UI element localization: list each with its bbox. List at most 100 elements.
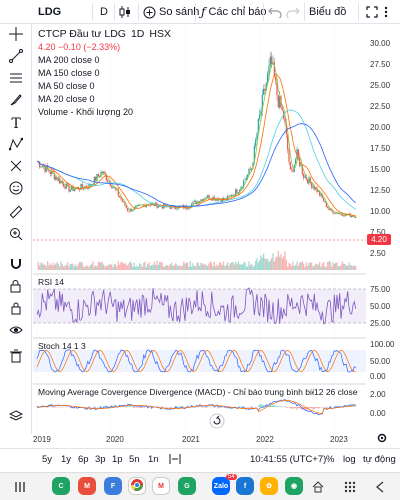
price-tick: 15.00 [370, 165, 391, 174]
ma-150-legend[interactable]: MA 150 close 0 [38, 68, 100, 78]
settings-button[interactable] [351, 425, 365, 434]
macd-histogram-bar [99, 406, 101, 407]
mo-app[interactable]: M [78, 477, 96, 495]
volume-bar [175, 263, 177, 270]
stoch-title[interactable]: Stoch 14 1 3 [38, 341, 86, 351]
volume-bar [311, 262, 313, 270]
candle-body [264, 88, 266, 91]
volume-bar [53, 264, 55, 270]
facebook-app[interactable]: f [236, 477, 254, 495]
log-toggle[interactable]: log [343, 454, 356, 465]
lock-tool[interactable] [6, 278, 26, 298]
range-6p[interactable]: 6p [78, 454, 89, 465]
home-button[interactable] [312, 480, 324, 498]
macd-histogram-bar [353, 406, 355, 407]
time-tick: 2023 [330, 435, 348, 444]
mo-app-icon: M [84, 482, 90, 490]
candle-body [305, 176, 307, 180]
range-3p[interactable]: 3p [95, 454, 106, 465]
candle-type-button[interactable] [118, 0, 132, 24]
macd-tick: 0.00 [370, 409, 386, 418]
layers-tool[interactable] [6, 408, 26, 428]
photos-app[interactable]: ✿ [260, 477, 278, 495]
macd-title[interactable]: Moving Average Covergence Divergence (MA… [38, 387, 314, 397]
ruler-tool[interactable] [6, 204, 26, 224]
auto-toggle[interactable]: tự động [363, 454, 396, 465]
price-tick: 7.50 [370, 228, 386, 237]
zoom-in-tool[interactable] [6, 226, 26, 246]
hide-drawings-tool[interactable] [6, 322, 26, 342]
chart-type-menu[interactable]: Biểu đồ [309, 0, 346, 24]
candle-body [187, 208, 189, 210]
prediction-tool[interactable] [6, 158, 26, 178]
volume-legend[interactable]: Volume - Khối lượng 20 [38, 107, 133, 117]
volume-bar [183, 261, 185, 270]
candle-body [251, 168, 253, 171]
axis-settings-button[interactable] [376, 431, 388, 449]
range-1p[interactable]: 1p [112, 454, 123, 465]
emoji-tool[interactable] [6, 180, 26, 200]
candle-body [79, 189, 81, 190]
volume-bar [284, 251, 286, 270]
range-5n[interactable]: 5n [129, 454, 140, 465]
candle-body [292, 169, 294, 172]
ma-20-legend[interactable]: MA 20 close 0 [38, 94, 95, 104]
symbol-search[interactable]: LDG [38, 0, 61, 24]
lock-drawings-tool[interactable] [6, 300, 26, 320]
undo-button[interactable] [268, 0, 282, 24]
delete-tool[interactable] [6, 348, 26, 368]
percent-toggle[interactable]: % [326, 454, 335, 465]
range-1y[interactable]: 1y [61, 454, 72, 465]
macd-histogram-bar [355, 406, 357, 407]
fullscreen-button[interactable] [366, 0, 378, 24]
crosshair-tool[interactable] [6, 26, 26, 46]
volume-bar [269, 260, 271, 270]
files-app[interactable]: F [104, 477, 122, 495]
zalo-app[interactable]: Zalo [212, 477, 230, 495]
text-tool[interactable]: T [6, 114, 26, 134]
apps-grid-button[interactable] [344, 480, 356, 498]
macd-histogram-bar [49, 406, 51, 407]
divider [195, 3, 196, 21]
ma-200-legend[interactable]: MA 200 close 0 [38, 55, 100, 65]
reset-chart-button[interactable] [209, 413, 225, 429]
rsi-title[interactable]: RSI 14 [38, 277, 64, 287]
chrome-app[interactable] [128, 477, 146, 495]
more-button[interactable] [384, 0, 388, 24]
candle-body [247, 174, 249, 178]
volume-bar [56, 262, 58, 270]
back-button[interactable] [374, 480, 386, 498]
clock-time[interactable]: 10:41:55 (UTC+7) [250, 454, 327, 465]
macd-histogram-bar [217, 407, 219, 409]
macd-histogram-bar [172, 407, 174, 408]
macd-histogram-bar [144, 407, 146, 408]
pattern-tool[interactable] [6, 136, 26, 156]
range-1n[interactable]: 1n [148, 454, 159, 465]
fib-tool[interactable] [6, 70, 26, 90]
messages-app[interactable]: ◉ [285, 477, 303, 495]
volume-bar [260, 255, 262, 270]
brush-tool[interactable] [6, 92, 26, 112]
phone-app[interactable]: C [52, 477, 70, 495]
legend-change: −0.10 (−2.33%) [58, 42, 121, 52]
macd-histogram-bar [55, 407, 57, 408]
redo-button[interactable] [286, 0, 300, 24]
range-5y[interactable]: 5y [42, 454, 53, 465]
date-range-button[interactable] [168, 452, 182, 471]
volume-bar [141, 266, 143, 270]
trendline-tool[interactable] [6, 48, 26, 68]
price-axis[interactable]: 30.00 27.50 25.00 22.50 20.00 17.50 15.0… [366, 24, 400, 434]
time-axis[interactable]: 2019 2020 2021 2022 2023 [33, 431, 400, 449]
magnet-tool[interactable] [6, 256, 26, 276]
recent-apps-button[interactable] [14, 480, 26, 498]
candle-body [339, 213, 341, 214]
volume-bar [153, 261, 155, 270]
interval-button[interactable]: D [100, 0, 108, 24]
macd-histogram-bar [191, 405, 193, 407]
indicators-button[interactable]: ƒ Các chỉ báo [201, 0, 267, 24]
compare-button[interactable]: So sánh [143, 0, 199, 24]
chart-area[interactable] [33, 24, 366, 434]
green-app[interactable]: G [178, 477, 196, 495]
ma-50-legend[interactable]: MA 50 close 0 [38, 81, 95, 91]
gmail-app[interactable]: M [152, 477, 170, 495]
